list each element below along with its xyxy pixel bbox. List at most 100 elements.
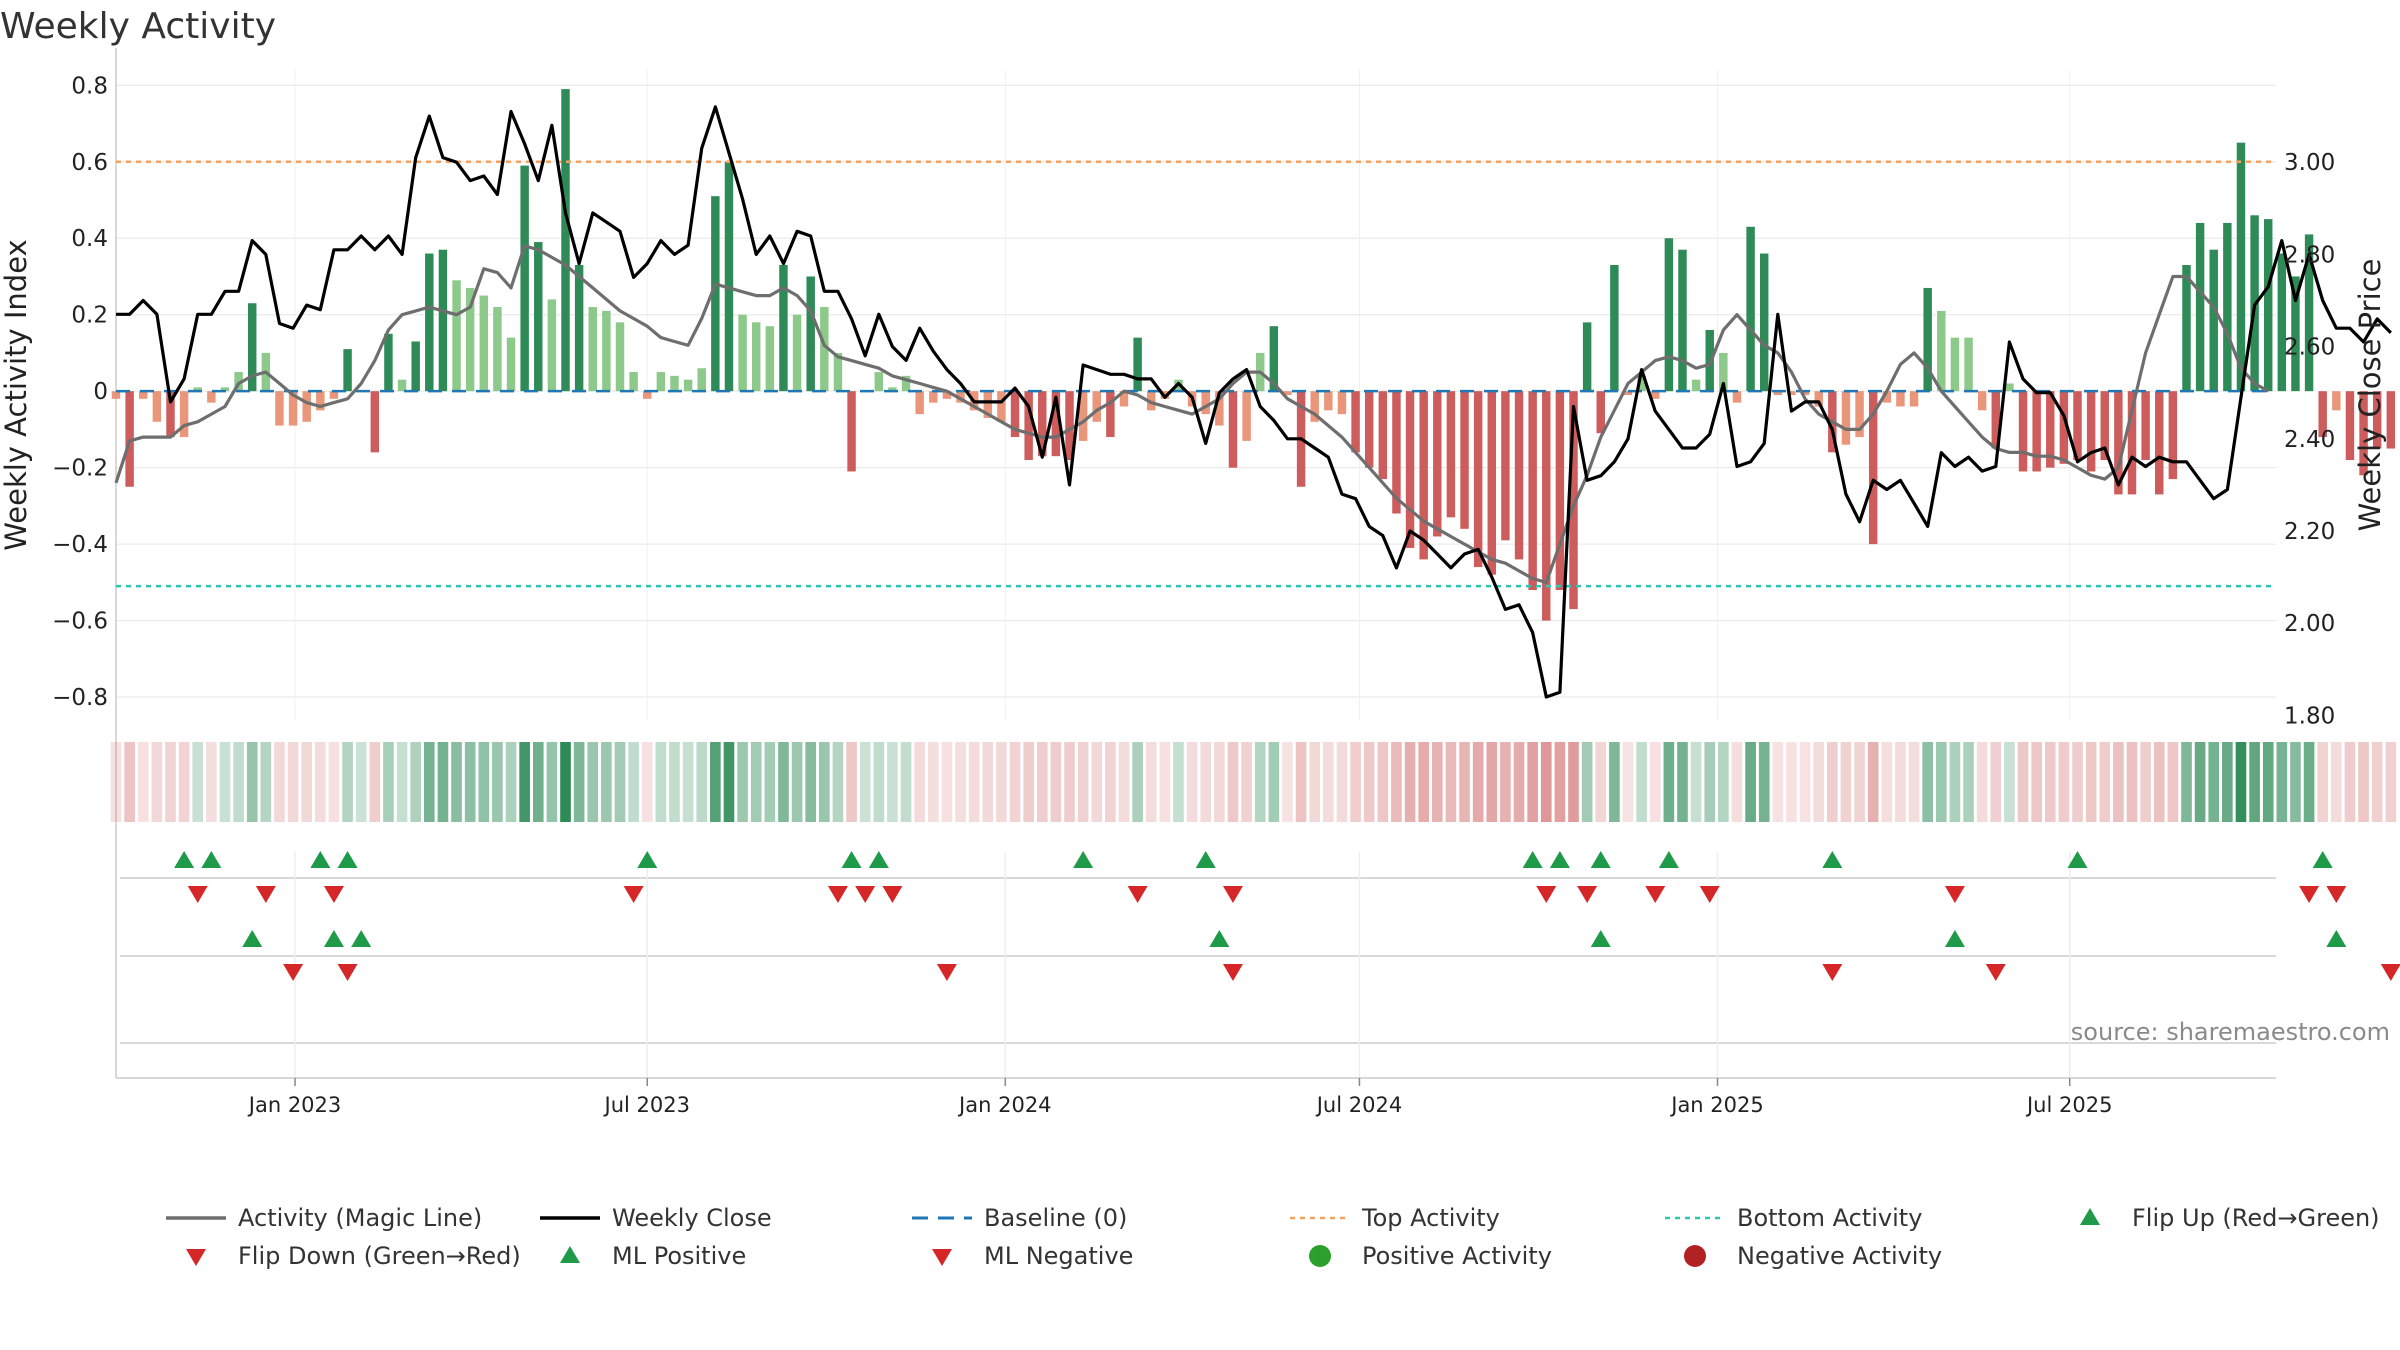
- heat-cell: [2385, 742, 2397, 822]
- activity-bar: [1555, 391, 1565, 590]
- activity-bar: [1991, 391, 2001, 449]
- heat-cell: [1527, 742, 1538, 822]
- heat-cell: [859, 742, 871, 822]
- heat-cell: [2222, 742, 2233, 822]
- activity-bar: [956, 391, 965, 403]
- ml-negative-marker: [1985, 964, 2006, 981]
- activity-bar: [179, 391, 189, 438]
- activity-bar: [2386, 391, 2396, 449]
- heat-cell: [1254, 742, 1266, 822]
- heat-cell: [1472, 742, 1484, 822]
- activity-bar: [1051, 391, 1061, 457]
- flip-up-marker: [841, 851, 862, 868]
- activity-bar: [411, 341, 420, 392]
- heat-cell: [464, 742, 476, 822]
- heat-cell: [1159, 742, 1171, 822]
- ml-positive-marker: [2326, 930, 2347, 947]
- activity-bar: [2372, 391, 2382, 449]
- flip-down-marker: [1944, 886, 1965, 903]
- heat-cell: [1540, 742, 1552, 822]
- flip-down-marker: [187, 886, 208, 903]
- flip-up-marker: [337, 851, 358, 868]
- activity-bar: [438, 249, 448, 392]
- activity-bar: [2318, 391, 2327, 438]
- heat-cell: [669, 742, 680, 822]
- activity-bar: [288, 391, 298, 426]
- y-tick-label: −0.8: [52, 685, 108, 711]
- activity-bar: [1582, 322, 1592, 392]
- main-grid: [115, 48, 2276, 1078]
- heat-cell: [328, 742, 340, 822]
- activity-bar: [724, 161, 734, 392]
- activity-bar: [1392, 391, 1401, 514]
- heat-cell: [2371, 742, 2383, 822]
- heat-cell: [2331, 742, 2342, 822]
- ml-negative-marker: [1222, 964, 1243, 981]
- ml-positive-marker: [1209, 930, 1230, 947]
- activity-bar: [2073, 391, 2082, 460]
- activity-bar: [1078, 391, 1088, 441]
- heat-cell: [2031, 742, 2042, 822]
- legend-label: Baseline (0): [984, 1204, 1127, 1232]
- heat-cell: [982, 742, 994, 822]
- flip-down-marker: [255, 886, 276, 903]
- heat-cell: [1186, 742, 1198, 822]
- heat-cell: [1663, 742, 1675, 822]
- heat-cell: [451, 742, 462, 822]
- legend-swatch: [2080, 1208, 2100, 1225]
- heat-cell: [1772, 742, 1784, 822]
- activity-bar: [1201, 391, 1210, 415]
- activity-bar: [1800, 391, 1810, 395]
- heat-cell: [1758, 742, 1770, 822]
- activity-bar: [1542, 391, 1551, 621]
- activity-bar: [1678, 249, 1687, 392]
- heat-cell: [887, 742, 898, 822]
- activity-bar: [1882, 391, 1892, 403]
- activity-bar: [1269, 326, 1279, 392]
- heat-cell: [1554, 742, 1566, 822]
- activity-bar: [1596, 391, 1605, 434]
- activity-bar: [1283, 391, 1292, 395]
- flip-up-marker: [1195, 851, 1216, 868]
- activity-bar: [1814, 391, 1823, 407]
- activity-bar: [1419, 391, 1428, 560]
- flip-up-marker: [2312, 851, 2333, 868]
- ml-negative-marker: [337, 964, 358, 981]
- y2-tick-label: 2.20: [2284, 519, 2335, 545]
- activity-bar: [1337, 391, 1347, 415]
- activity-bar: [1773, 391, 1783, 395]
- flip-down-marker: [1699, 886, 1720, 903]
- y2-tick-label: 2.80: [2284, 242, 2335, 268]
- flip-up-marker: [868, 851, 889, 868]
- activity-bar: [942, 391, 952, 399]
- heat-cell: [260, 742, 272, 822]
- activity-bar: [833, 352, 843, 392]
- heat-cell: [110, 742, 122, 822]
- heat-cell: [2276, 742, 2288, 822]
- activity-bar: [561, 89, 570, 392]
- ml-negative-marker: [2380, 964, 2400, 981]
- activity-bar: [506, 337, 516, 392]
- heat-cell: [1309, 742, 1321, 822]
- legend-label: Bottom Activity: [1737, 1204, 1922, 1232]
- activity-bar: [1855, 391, 1864, 438]
- heat-cell: [1173, 742, 1184, 822]
- legend-label: Activity (Magic Line): [238, 1204, 482, 1232]
- activity-bar: [656, 372, 666, 392]
- heat-cell: [369, 742, 381, 822]
- heat-cell: [137, 742, 149, 822]
- flip-up-marker: [1658, 851, 1679, 868]
- activity-bar: [207, 391, 216, 403]
- flip-up-marker: [637, 851, 658, 868]
- x-tick-label: Jul 2023: [603, 1093, 690, 1117]
- activity-bar: [2059, 391, 2069, 464]
- heat-cell: [955, 742, 966, 822]
- heat-cell: [1050, 742, 1062, 822]
- heat-cell: [2099, 742, 2111, 822]
- activity-bar: [2018, 391, 2028, 472]
- ml-positive-marker: [1944, 930, 1965, 947]
- activity-bar: [493, 307, 502, 392]
- activity-bar: [1310, 391, 1319, 422]
- legend-swatch: [1309, 1245, 1331, 1267]
- legend-swatch-triangle-down: [932, 1249, 952, 1266]
